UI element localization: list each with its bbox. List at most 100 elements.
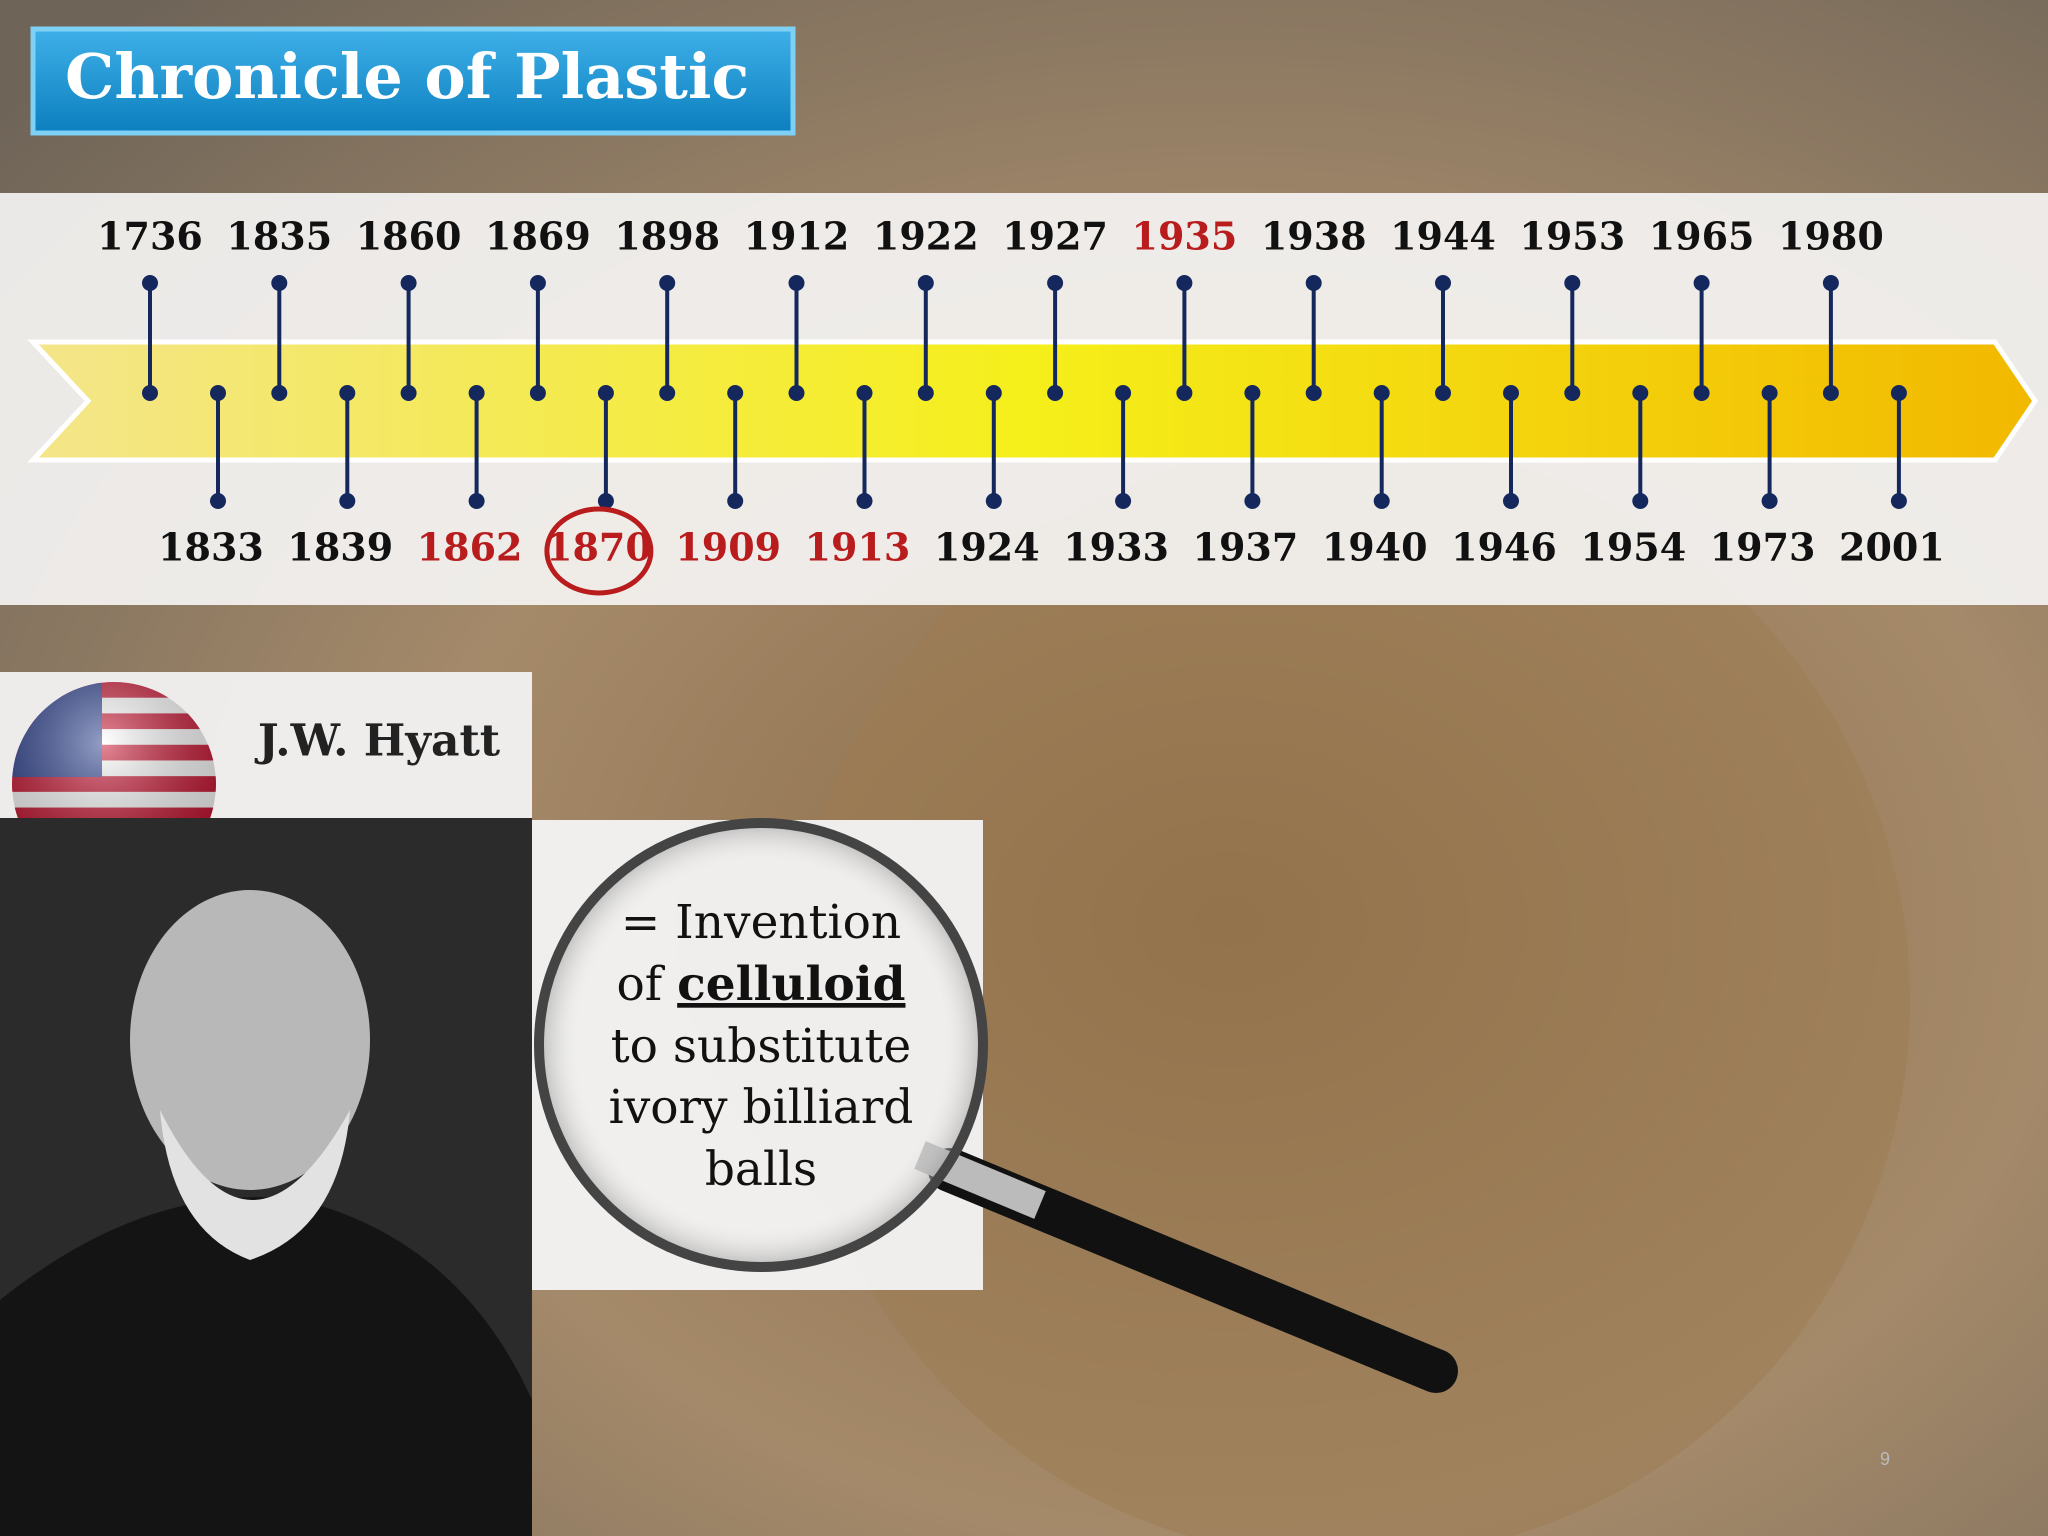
year-label: 1935	[1132, 214, 1238, 259]
description-text: of	[617, 957, 666, 1012]
year-label: 1927	[1002, 214, 1108, 259]
dot	[659, 385, 676, 401]
title-box	[30, 26, 796, 136]
dot	[1373, 385, 1390, 401]
year-label: 1870	[546, 525, 652, 570]
dot	[856, 385, 873, 401]
dot	[917, 385, 934, 401]
dot	[1632, 385, 1649, 401]
dot	[1047, 385, 1064, 401]
dot	[400, 385, 417, 401]
dot	[210, 385, 226, 401]
year-label: 1839	[287, 525, 393, 570]
dot	[1761, 493, 1778, 509]
dot	[1503, 493, 1519, 509]
year-label: 1736	[97, 214, 203, 259]
portrait-figure	[0, 890, 532, 1536]
description-line: ivory billiard	[609, 1080, 914, 1135]
title: Chronicle of Plastic	[65, 40, 749, 113]
dot	[339, 385, 356, 401]
highlight-circle	[544, 506, 654, 596]
year-label: 1835	[226, 214, 332, 259]
dot	[1890, 385, 1907, 401]
dot	[1822, 385, 1839, 401]
dot	[727, 493, 744, 509]
year-label: 1954	[1580, 525, 1686, 570]
dot	[1503, 385, 1519, 401]
dot	[985, 493, 1002, 509]
year-label: 1922	[873, 214, 979, 259]
year-label: 1937	[1193, 525, 1299, 570]
bowl	[790, 440, 1910, 1536]
dot	[468, 385, 485, 401]
magnifier-lens	[534, 818, 988, 1272]
dot	[917, 275, 934, 291]
dot	[1693, 275, 1710, 291]
year-label: 1913	[805, 525, 911, 570]
year-label: 1933	[1063, 525, 1169, 570]
dot	[1761, 385, 1778, 401]
dot	[1115, 493, 1132, 509]
dot	[1564, 275, 1581, 291]
year-label: 1909	[675, 525, 781, 570]
year-label: 1924	[934, 525, 1040, 570]
dot	[788, 275, 805, 291]
dot	[271, 275, 288, 291]
page-number: 9	[1880, 1449, 1890, 1469]
dot	[985, 385, 1002, 401]
dot	[727, 385, 744, 401]
year-label: 1869	[485, 214, 591, 259]
dot	[1435, 385, 1451, 401]
year-label: 1973	[1710, 525, 1816, 570]
dot	[529, 385, 546, 401]
dot	[597, 493, 614, 509]
person-name: J.W. Hyatt	[254, 716, 501, 767]
year-label: 1965	[1649, 214, 1755, 259]
dot	[1632, 493, 1649, 509]
timeline-arrow	[27, 339, 2039, 463]
year-label: 1938	[1261, 214, 1367, 259]
dot	[1693, 385, 1710, 401]
description-line: balls	[705, 1142, 817, 1197]
dot	[210, 493, 226, 509]
dot	[271, 385, 288, 401]
year-label: 1953	[1519, 214, 1625, 259]
dot	[1305, 275, 1322, 291]
dot	[142, 275, 158, 291]
dot	[529, 275, 546, 291]
emphasis: celluloid	[677, 957, 905, 1012]
dot	[659, 275, 676, 291]
dot	[1115, 385, 1132, 401]
dot	[339, 493, 356, 509]
description-line: to substitute	[611, 1019, 912, 1074]
dot	[597, 385, 614, 401]
year-label: 1912	[744, 214, 850, 259]
dot	[468, 493, 485, 509]
description-line: = Invention	[621, 895, 901, 950]
dot	[142, 385, 158, 401]
dot	[1047, 275, 1064, 291]
description-line: of celluloid	[617, 957, 906, 1012]
dot	[1435, 275, 1451, 291]
dot	[1176, 385, 1193, 401]
dot	[1822, 275, 1839, 291]
year-label: 1862	[417, 525, 523, 570]
year-label: 1860	[356, 214, 462, 259]
timeline-events: 1736 1835 1860 1869 1898 1912 1922 1927 1935 1938…	[97, 214, 1945, 596]
dot	[788, 385, 805, 401]
dot	[1305, 385, 1322, 401]
year-label: 1944	[1390, 214, 1496, 259]
year-label: 1833	[158, 525, 264, 570]
year-label: 2001	[1839, 525, 1945, 570]
dot	[1176, 275, 1193, 291]
dot	[1373, 493, 1390, 509]
dot	[1564, 385, 1581, 401]
year-label: 1940	[1322, 525, 1428, 570]
year-label: 1980	[1778, 214, 1884, 259]
dot	[1890, 493, 1907, 509]
year-label: 1898	[614, 214, 720, 259]
year-label: 1946	[1451, 525, 1557, 570]
dot	[1244, 385, 1261, 401]
